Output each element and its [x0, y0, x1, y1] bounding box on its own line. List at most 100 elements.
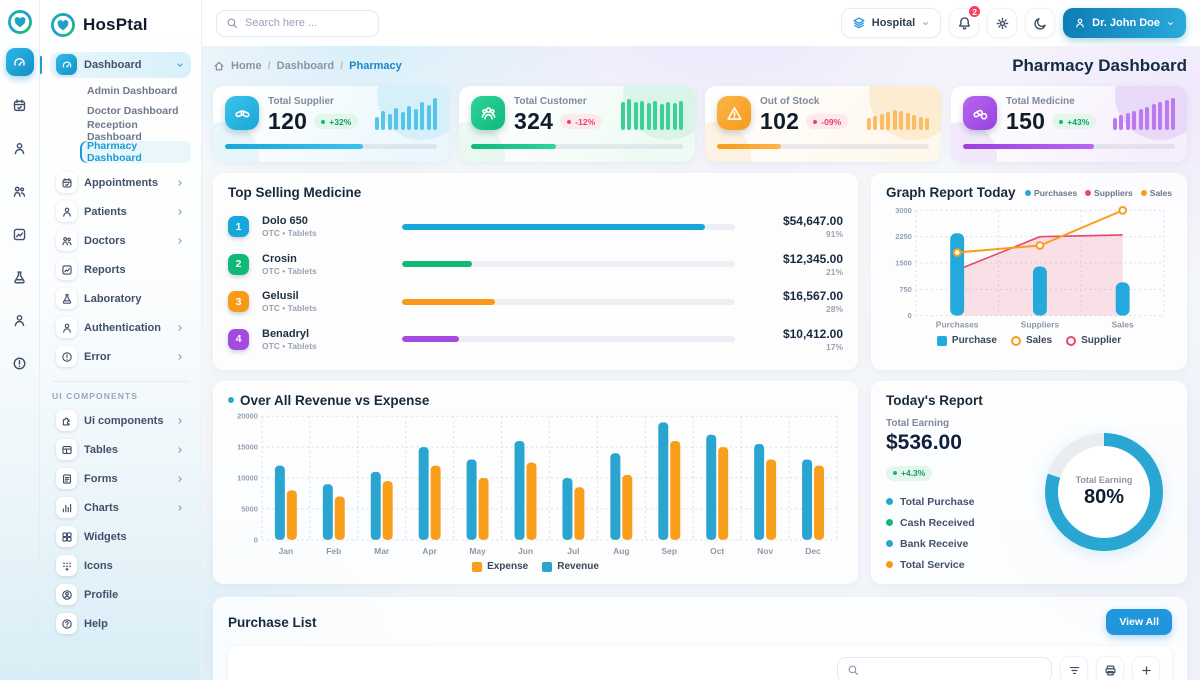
stat-sparkline: [374, 96, 437, 130]
chevron-down-icon: [923, 21, 929, 25]
stat-card-total-customer: Total Customer 324 -12%: [459, 86, 695, 162]
sidebar-item-charts[interactable]: Charts: [50, 495, 191, 521]
sidebar-item-patients[interactable]: Patients: [50, 199, 191, 225]
legend-item[interactable]: Revenue: [542, 561, 599, 572]
gear-icon: [995, 16, 1010, 31]
sidebar-item-doctors[interactable]: Doctors: [50, 228, 191, 254]
earning-delta: +4.3%: [886, 465, 933, 481]
logo-icon: [50, 12, 76, 38]
sidebar-item-help[interactable]: Help: [50, 611, 191, 637]
app-logo-mark: [7, 9, 33, 35]
sidebar-item-laboratory[interactable]: Laboratory: [50, 286, 191, 312]
rail-item-report[interactable]: [6, 220, 34, 248]
medicine-rank-badge: 2: [228, 253, 249, 275]
todays-report-body: Total Earning $536.00 +4.3% Total Purcha…: [886, 414, 1172, 571]
stat-progress: [225, 144, 437, 149]
revenue-title: Over All Revenue vs Expense: [228, 393, 429, 408]
chevron-down-icon: [177, 62, 183, 67]
customers-icon: [471, 96, 505, 130]
svg-text:1500: 1500: [895, 259, 912, 268]
top-selling-panel: Top Selling Medicine 1 Dolo 650 OTC • Tabl…: [213, 173, 858, 370]
todays-report-title: Today's Report: [886, 393, 983, 408]
sidebar-subitem-pharmacy-dashboard[interactable]: Pharmacy Dashboard: [80, 140, 191, 164]
search-input[interactable]: [245, 17, 369, 29]
sidebar-item-tables[interactable]: Tables: [50, 437, 191, 463]
medicine-bar: [402, 298, 735, 305]
rail-item-auth[interactable]: [6, 306, 34, 334]
purchase-search-input[interactable]: [866, 664, 1042, 676]
legend-item[interactable]: Purchase: [936, 335, 997, 346]
settings-button[interactable]: [987, 8, 1018, 38]
print-button[interactable]: [1096, 656, 1124, 680]
svg-text:5000: 5000: [241, 504, 258, 513]
user-menu-button[interactable]: Dr. John Doe: [1063, 8, 1186, 38]
rail-item-error[interactable]: [6, 349, 34, 377]
medicine-amount: $16,567.00: [782, 289, 843, 304]
print-icon: [1104, 664, 1117, 677]
svg-text:20000: 20000: [237, 412, 258, 421]
notifications-button[interactable]: 2: [949, 4, 983, 38]
breadcrumb-separator: /: [340, 60, 344, 72]
filter-icon: [1068, 664, 1081, 677]
sidebar-item-ui-components[interactable]: Ui components: [50, 408, 191, 434]
gauge-icon: [14, 57, 25, 66]
sidebar-item-authentication[interactable]: Authentication: [50, 315, 191, 341]
purchase-search-box[interactable]: [837, 656, 1052, 680]
medicine-meta: OTC • Tablets: [262, 228, 317, 239]
rail-item-patient[interactable]: [6, 134, 34, 162]
stat-label: Total Medicine: [1006, 96, 1075, 107]
app-logo[interactable]: HosPtal: [50, 8, 191, 42]
calendar-icon: [61, 177, 72, 187]
medicine-row: 4 Benadryl OTC • Tablets $10,412.00 17%: [228, 321, 843, 359]
medicine-rank-badge: 4: [228, 328, 249, 350]
theme-toggle-button[interactable]: [1025, 8, 1056, 38]
rail-item-flask[interactable]: [6, 263, 34, 291]
legend-item[interactable]: Expense: [472, 561, 528, 572]
sidebar-item-profile[interactable]: Profile: [50, 582, 191, 608]
stat-progress: [963, 144, 1175, 149]
rail-item-gauge[interactable]: [5, 48, 34, 76]
search-icon: [847, 664, 859, 676]
sidebar-subitem-admin-dashboard[interactable]: Admin Dashboard: [87, 84, 178, 97]
rail-item-calendar[interactable]: [6, 91, 34, 119]
search-box[interactable]: [216, 9, 379, 37]
legend-item[interactable]: Sales: [1010, 335, 1052, 346]
sidebar-item-appointments[interactable]: Appointments: [50, 170, 191, 196]
help-icon: [61, 618, 72, 629]
sidebar-item-icons[interactable]: Icons: [50, 553, 191, 579]
graph-legend-bottom: Purchase Sales Supplier: [886, 335, 1172, 346]
breadcrumb-separator: /: [267, 60, 271, 72]
svg-text:Sep: Sep: [661, 546, 677, 556]
sidebar-item-dashboard[interactable]: Dashboard: [40, 51, 191, 78]
svg-text:Jun: Jun: [518, 546, 533, 556]
app-name: HosPtal: [83, 15, 148, 34]
svg-text:2250: 2250: [895, 232, 912, 241]
row-charts-top: Top Selling Medicine 1 Dolo 650 OTC • Tabl…: [213, 173, 1187, 370]
sidebar-item-reports[interactable]: Reports: [50, 257, 191, 283]
sidebar-item-forms[interactable]: Forms: [50, 466, 191, 492]
chevron-right-icon: [178, 324, 182, 331]
medicine-rank-badge: 1: [228, 216, 249, 238]
earning-donut: Total Earning 80%: [1045, 433, 1163, 552]
user-icon: [1074, 17, 1086, 29]
plus-icon: [1141, 665, 1151, 675]
stat-progress: [471, 144, 683, 149]
graph-report-title: Graph Report Today: [886, 185, 1016, 200]
add-button[interactable]: [1132, 656, 1160, 680]
svg-text:May: May: [469, 546, 486, 556]
sidebar-item-widgets[interactable]: Widgets: [50, 524, 191, 550]
sidebar-subitem-reception-dashboard[interactable]: Reception Dashboard: [87, 118, 142, 143]
search-icon: [226, 17, 238, 29]
filter-button[interactable]: [1060, 656, 1088, 680]
medicine-name: Gelusil: [262, 290, 299, 303]
sidebar-subitem-doctor-dashboard[interactable]: Doctor Dashboard: [87, 104, 179, 117]
sidebar-item-error[interactable]: Error: [50, 344, 191, 370]
rail-item-doctors[interactable]: [6, 177, 34, 205]
hospital-dropdown[interactable]: Hospital: [840, 8, 942, 38]
breadcrumb-home[interactable]: Home: [231, 60, 262, 72]
medicine-amount: $10,412.00: [782, 326, 843, 341]
breadcrumb-dashboard[interactable]: Dashboard: [276, 60, 335, 72]
view-all-button[interactable]: View All: [1106, 609, 1172, 635]
legend-item[interactable]: Supplier: [1066, 335, 1121, 346]
row-charts-bottom: Over All Revenue vs Expense 0 5000 10000 15…: [213, 381, 1187, 584]
